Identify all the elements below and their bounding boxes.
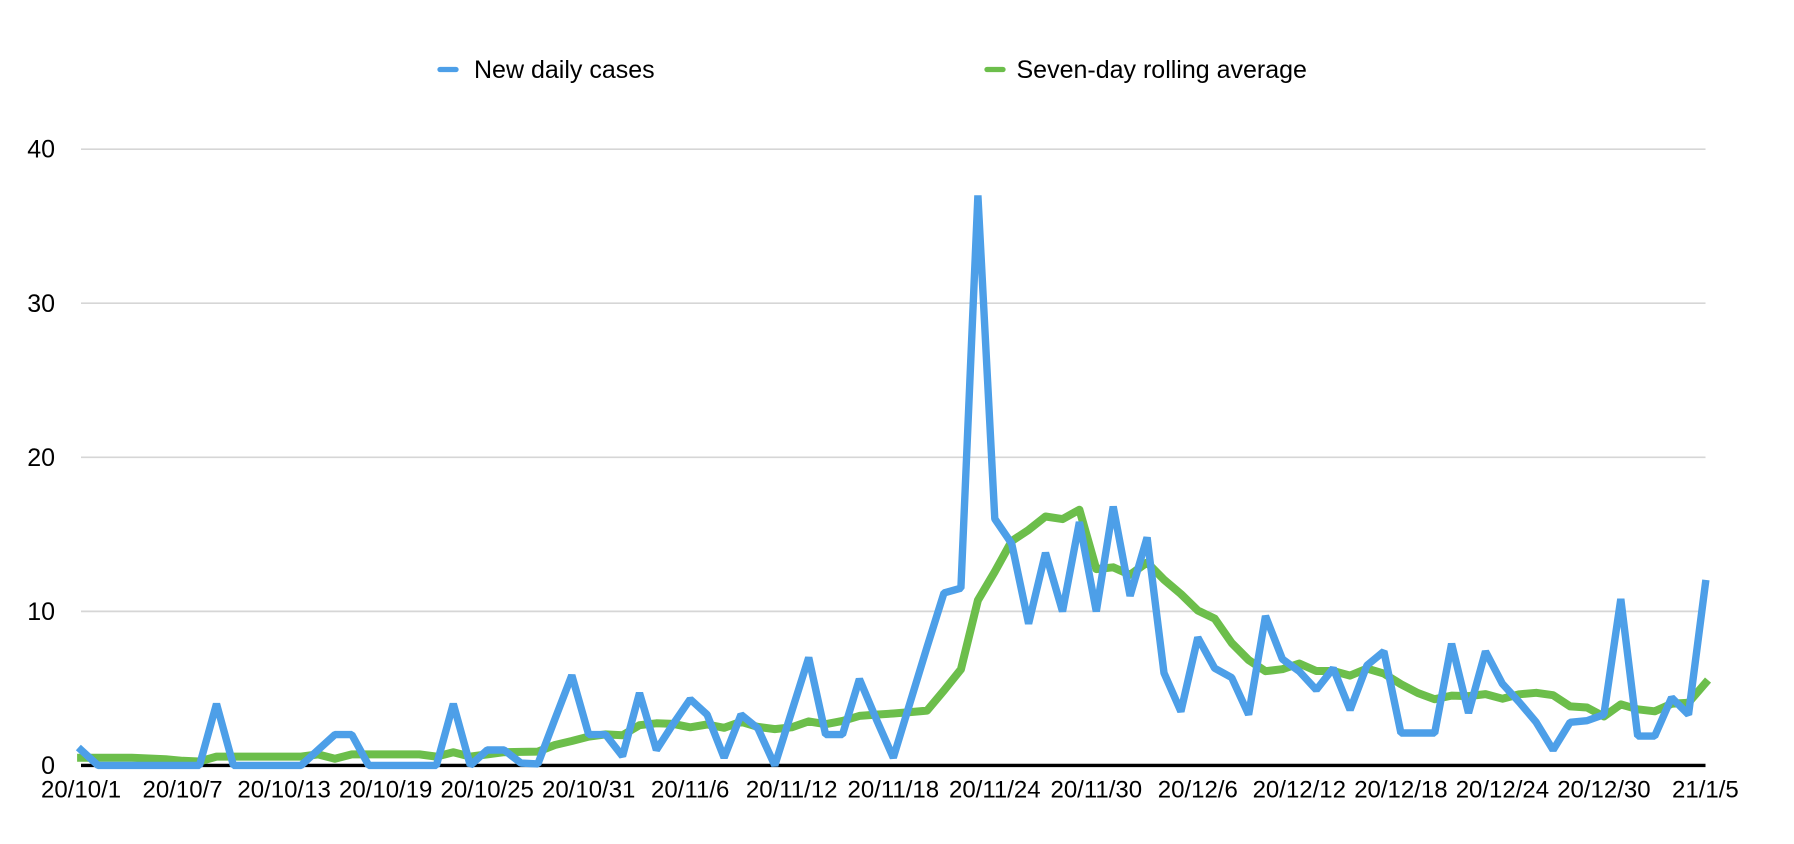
svg-text:40: 40 <box>27 136 55 164</box>
svg-text:Seven-day rolling average: Seven-day rolling average <box>1017 56 1307 84</box>
svg-text:20/10/7: 20/10/7 <box>143 777 223 804</box>
svg-text:20/10/13: 20/10/13 <box>237 777 330 804</box>
svg-text:20/10/1: 20/10/1 <box>41 777 121 804</box>
svg-text:0: 0 <box>41 752 55 780</box>
svg-text:20: 20 <box>27 444 55 472</box>
svg-text:21/1/5: 21/1/5 <box>1672 777 1739 804</box>
svg-text:10: 10 <box>27 598 55 626</box>
svg-text:20/12/12: 20/12/12 <box>1253 777 1346 804</box>
svg-text:20/10/25: 20/10/25 <box>440 777 533 804</box>
svg-text:20/10/19: 20/10/19 <box>339 777 432 804</box>
svg-text:20/11/18: 20/11/18 <box>847 777 939 804</box>
svg-text:30: 30 <box>27 290 55 318</box>
svg-text:20/12/30: 20/12/30 <box>1557 777 1650 804</box>
svg-text:20/11/30: 20/11/30 <box>1050 777 1142 804</box>
svg-text:20/11/6: 20/11/6 <box>651 777 729 804</box>
svg-text:20/10/31: 20/10/31 <box>542 777 635 804</box>
svg-text:New daily cases: New daily cases <box>474 56 655 84</box>
svg-text:20/12/6: 20/12/6 <box>1158 777 1238 804</box>
svg-text:20/12/24: 20/12/24 <box>1456 777 1549 804</box>
svg-text:20/11/24: 20/11/24 <box>949 777 1041 804</box>
svg-text:20/11/12: 20/11/12 <box>746 777 838 804</box>
svg-text:20/12/18: 20/12/18 <box>1354 777 1447 804</box>
